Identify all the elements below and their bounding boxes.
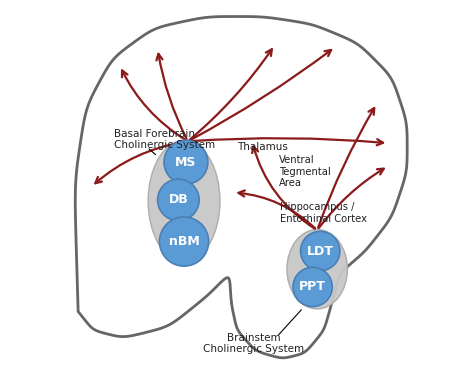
Text: Basal Forebrain
Cholinergic System: Basal Forebrain Cholinergic System (114, 129, 215, 150)
Text: Thalamus: Thalamus (237, 142, 288, 152)
Text: nBM: nBM (169, 235, 200, 248)
Text: Hippocampus /
Entorhinal Cortex: Hippocampus / Entorhinal Cortex (281, 202, 367, 224)
Polygon shape (75, 16, 407, 358)
Text: MS: MS (175, 155, 197, 169)
Ellipse shape (148, 141, 220, 262)
Circle shape (164, 140, 208, 184)
Text: DB: DB (168, 194, 188, 207)
Circle shape (157, 179, 199, 221)
Text: Ventral
Tegmental
Area: Ventral Tegmental Area (279, 155, 330, 188)
Circle shape (159, 217, 209, 266)
Text: LDT: LDT (307, 245, 334, 258)
Text: PPT: PPT (299, 280, 326, 293)
Text: Brainstem
Cholinergic System: Brainstem Cholinergic System (203, 333, 305, 354)
Circle shape (293, 267, 332, 307)
Ellipse shape (287, 229, 347, 309)
Circle shape (301, 231, 340, 271)
